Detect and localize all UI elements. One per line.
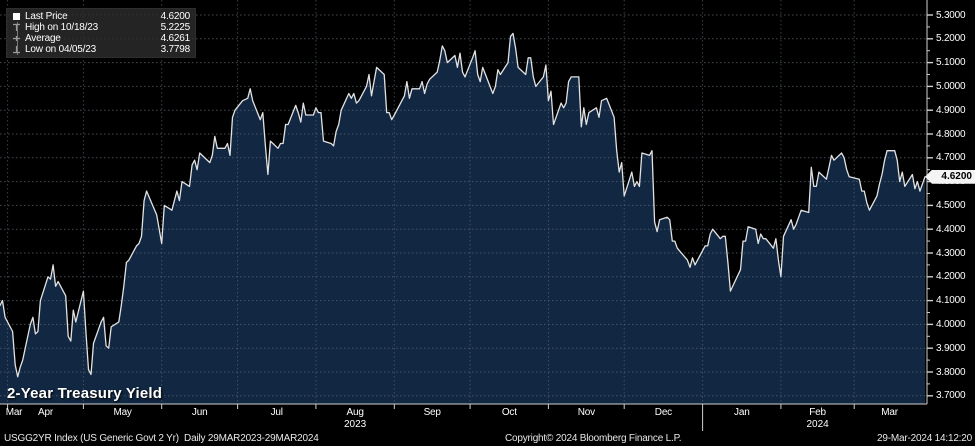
x-axis-month-label: Aug — [346, 407, 364, 418]
x-axis-month-label: Apr — [38, 407, 53, 418]
footer-security-info: USGG2YR Index (US Generic Govt 2 Yr) Dai… — [4, 433, 319, 444]
x-axis-month-label: Dec — [654, 407, 672, 418]
x-axis-month-label: May — [113, 407, 132, 418]
y-axis-tick-label: 4.5000 — [936, 199, 966, 211]
legend-row[interactable]: Last Price 4.6200 — [10, 11, 190, 22]
legend-item-label: Average — [25, 33, 61, 44]
x-axis-month-label: Sep — [423, 407, 441, 418]
x-axis-month-label: Mar — [5, 407, 23, 418]
y-axis-tick-label: 3.9000 — [936, 342, 966, 354]
y-axis-tick-label: 4.3000 — [936, 247, 966, 259]
x-axis-year-label: 2023 — [343, 419, 367, 430]
average-marker-icon — [10, 34, 25, 43]
x-axis-month-label: Jul — [270, 407, 283, 418]
last-price-square-icon — [10, 12, 25, 21]
footer-bar: USGG2YR Index (US Generic Govt 2 Yr) Dai… — [0, 433, 975, 446]
y-axis-tick-label: 4.4000 — [936, 223, 966, 235]
y-axis-tick-label: 4.9000 — [936, 104, 966, 116]
y-axis-tick-label: 4.2000 — [936, 271, 966, 283]
legend-item-value: 5.2225 — [160, 22, 191, 33]
x-axis-month-label: Feb — [809, 407, 826, 418]
chart-title: 2-Year Treasury Yield — [7, 385, 163, 402]
y-axis-tick-label: 4.8000 — [936, 128, 966, 140]
last-price-axis-tag: 4.6200 — [925, 169, 975, 184]
legend[interactable]: Last Price 4.6200 High on 10/18/23 5.2225 Av… — [6, 8, 196, 58]
y-axis-tick-label: 3.8000 — [936, 366, 966, 378]
y-axis-tick-label: 3.7000 — [936, 390, 966, 402]
y-axis-tick-label: 5.0000 — [936, 80, 966, 92]
legend-row[interactable]: High on 10/18/23 5.2225 — [10, 22, 190, 33]
legend-item-value: 3.7798 — [160, 44, 191, 55]
y-axis-tick-label: 4.0000 — [936, 318, 966, 330]
legend-row[interactable]: Average 4.6261 — [10, 33, 190, 44]
y-axis-tick-label: 5.2000 — [936, 33, 966, 45]
footer-copyright: Copyright© 2024 Bloomberg Finance L.P. — [505, 433, 682, 444]
high-marker-icon — [10, 23, 25, 32]
footer-timestamp: 29-Mar-2024 14:12:20 — [877, 433, 972, 444]
x-axis-year-label: 2024 — [806, 419, 829, 430]
legend-item-label: Last Price — [25, 11, 68, 22]
legend-item-value: 4.6200 — [160, 11, 191, 22]
price-line — [0, 32, 926, 378]
low-marker-icon — [10, 45, 25, 54]
x-axis-month-label: Jun — [191, 407, 208, 418]
area-fill — [0, 33, 925, 405]
y-axis-tick-label: 5.3000 — [936, 9, 966, 21]
legend-item-label: High on 10/18/23 — [25, 22, 98, 33]
legend-item-value: 4.6261 — [160, 33, 191, 44]
y-axis-tick-label: 5.1000 — [936, 57, 966, 69]
x-axis-month-label: Oct — [501, 407, 517, 418]
x-axis-month-label: Nov — [577, 407, 595, 418]
x-axis-month-label: Mar — [881, 407, 898, 418]
x-axis-month-label: Jan — [734, 407, 750, 418]
y-axis-tick-label: 4.7000 — [936, 152, 966, 164]
legend-item-label: Low on 04/05/23 — [25, 44, 96, 55]
legend-row[interactable]: Low on 04/05/23 3.7798 — [10, 44, 190, 55]
y-axis-tick-label: 4.1000 — [936, 295, 966, 307]
